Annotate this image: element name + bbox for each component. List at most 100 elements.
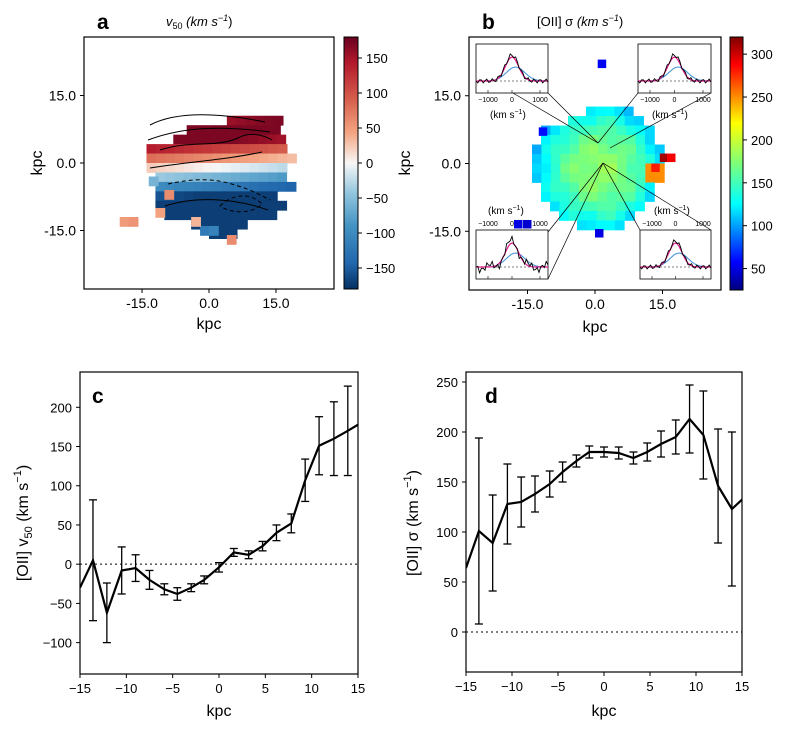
dispersion-pixel xyxy=(645,154,656,164)
velocity-pixel xyxy=(249,163,260,173)
colorbar-a xyxy=(343,36,359,290)
velocity-pixel xyxy=(221,181,231,192)
dispersion-pixel xyxy=(644,191,655,202)
x-tick-label: 15 xyxy=(735,679,749,694)
panel-d: −15 −10 −5 0 5 10 15 250 200 150 100 50 0 d kpc [OII… xyxy=(402,371,749,720)
velocity-pixel xyxy=(221,144,232,154)
velocity-pixel xyxy=(196,125,206,136)
x-tick-label: −5 xyxy=(551,679,566,694)
velocity-pixel xyxy=(267,172,278,183)
velocity-pixel xyxy=(200,219,211,230)
velocity-pixel xyxy=(286,181,297,192)
dispersion-pixel xyxy=(615,210,626,221)
velocity-pixel xyxy=(230,191,241,202)
dispersion-pixel xyxy=(550,191,561,202)
dispersion-pixel xyxy=(597,135,608,145)
velocity-pixel xyxy=(249,153,260,164)
dispersion-pixel xyxy=(578,125,589,136)
colorbar-tick-label: 250 xyxy=(751,90,773,105)
colorbar-tick-label: −100 xyxy=(366,226,395,241)
panel-b-title: [OII] σ (km s−1) xyxy=(537,13,623,29)
dispersion-pixel xyxy=(579,163,590,174)
velocity-pixel xyxy=(146,153,157,164)
velocity-pixel xyxy=(249,172,259,183)
dispersion-pixel xyxy=(569,163,580,174)
dispersion-pixel xyxy=(644,125,655,136)
dispersion-pixel xyxy=(607,125,617,136)
velocity-pixel xyxy=(155,172,166,183)
velocity-pixel xyxy=(276,134,287,145)
contour-line xyxy=(149,114,266,126)
velocity-pixel xyxy=(240,144,251,154)
dispersion-pixel xyxy=(559,125,570,136)
x-tick-label: 0 xyxy=(600,679,607,694)
velocity-pixel xyxy=(219,219,230,230)
velocity-pixel xyxy=(201,134,212,145)
panel-b-ylabel: kpc xyxy=(397,151,414,176)
velocity-pixel xyxy=(192,181,203,192)
dispersion-pixel xyxy=(577,116,588,126)
dispersion-pixel xyxy=(598,154,608,164)
colorbar-tick-label: −50 xyxy=(366,191,388,206)
velocity-pixel xyxy=(240,163,251,173)
velocity-pixel xyxy=(192,210,203,221)
colorbar-tick-label: 50 xyxy=(366,121,380,136)
y-tick-label: -15.0 xyxy=(429,223,461,239)
y-tick-label: 0 xyxy=(451,625,458,640)
velocity-pixel xyxy=(277,163,288,173)
dispersion-pixel xyxy=(606,210,617,221)
inset-spectrum-line xyxy=(475,234,549,275)
velocity-pixel xyxy=(200,226,210,236)
dispersion-pixel xyxy=(588,172,599,183)
dispersion-pixel xyxy=(579,144,590,155)
inset-tick-label: 0 xyxy=(673,97,677,104)
velocity-pixel xyxy=(248,210,259,221)
dispersion-pixel xyxy=(595,229,604,238)
velocity-pixel xyxy=(192,191,203,202)
inset-bottom-left: −1000 0 1000 (km s−1) xyxy=(475,205,549,280)
velocity-pixel xyxy=(193,163,204,173)
velocity-pixel xyxy=(155,208,166,218)
dispersion-pixel xyxy=(559,191,570,202)
velocity-pixel xyxy=(174,200,184,211)
dispersion-pixel xyxy=(626,135,636,145)
dispersion-pixel xyxy=(617,172,627,183)
velocity-pixel xyxy=(128,217,139,227)
velocity-pixel xyxy=(267,200,278,211)
velocity-pixel xyxy=(228,219,239,230)
dispersion-pixel xyxy=(550,172,561,183)
y-tick-label: 150 xyxy=(50,440,72,455)
panel-b-axes: -15.0 0.0 15.0 15.0 0.0 -15.0 xyxy=(429,88,676,312)
colorbar-tick-label: 200 xyxy=(751,133,773,148)
y-tick-label: -15.0 xyxy=(44,223,76,239)
dispersion-pixel xyxy=(560,154,571,164)
x-tick-label: −5 xyxy=(165,681,180,696)
velocity-pixel xyxy=(165,163,176,173)
inset-tick-label: −1000 xyxy=(478,97,498,104)
dispersion-pixel xyxy=(596,210,607,221)
velocity-pixel xyxy=(245,115,256,126)
velocity-pixel xyxy=(259,163,269,173)
velocity-pixel xyxy=(164,181,175,192)
dispersion-pixel xyxy=(568,201,579,212)
panel-a-letter: a xyxy=(97,11,109,34)
dispersion-pixel xyxy=(588,182,599,193)
velocity-pixel xyxy=(230,200,241,211)
x-tick-label: 5 xyxy=(646,679,653,694)
velocity-pixel xyxy=(257,134,268,145)
velocity-pixel xyxy=(174,144,185,154)
inset-tick-label: 1000 xyxy=(695,221,711,228)
dispersion-pixel xyxy=(560,144,571,155)
velocity-pixel xyxy=(202,191,213,202)
velocity-pixel xyxy=(236,115,247,126)
dispersion-pixel xyxy=(597,59,607,69)
velocity-pixel xyxy=(221,172,231,183)
inset-spectrum-line xyxy=(639,239,712,270)
dispersion-pixel xyxy=(645,144,656,155)
velocity-pixel xyxy=(214,125,225,136)
dispersion-pixel xyxy=(569,125,580,136)
velocity-pixel xyxy=(146,144,157,154)
dispersion-pixel xyxy=(645,163,656,174)
velocity-pixel xyxy=(230,172,241,183)
series-line xyxy=(466,417,742,569)
